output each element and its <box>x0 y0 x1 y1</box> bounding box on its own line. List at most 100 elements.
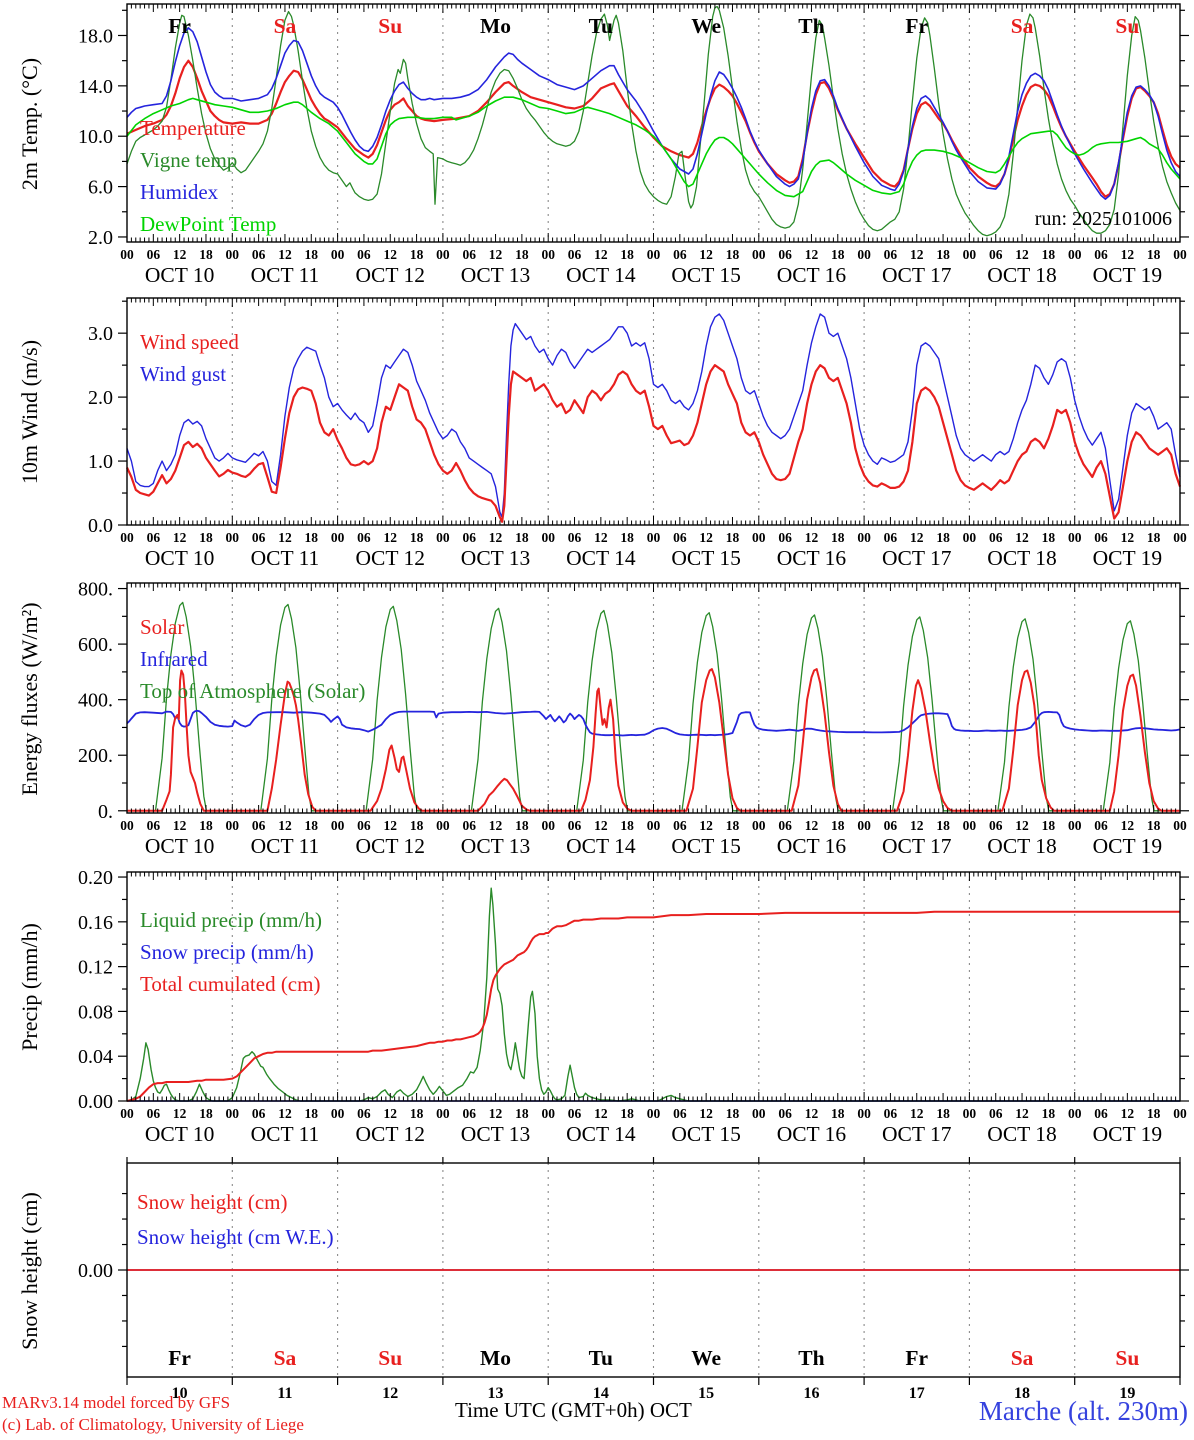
svg-text:Mo: Mo <box>480 14 511 38</box>
svg-text:Fr: Fr <box>168 1346 191 1370</box>
svg-text:06: 06 <box>147 530 161 545</box>
svg-text:200.: 200. <box>78 745 113 767</box>
svg-text:OCT 15: OCT 15 <box>671 1122 741 1146</box>
legend-snow-panel: Snow height (cm) Snow height (cm W.E.) <box>137 1185 334 1255</box>
svg-text:18: 18 <box>305 818 319 833</box>
svg-text:12: 12 <box>1121 818 1135 833</box>
svg-text:06: 06 <box>884 818 898 833</box>
svg-text:OCT 18: OCT 18 <box>987 546 1057 570</box>
svg-text:06: 06 <box>147 1106 161 1121</box>
svg-text:12: 12 <box>278 247 292 262</box>
svg-text:OCT 15: OCT 15 <box>671 263 741 287</box>
svg-text:06: 06 <box>1094 1106 1108 1121</box>
series-temperature <box>126 59 1181 198</box>
svg-text:00: 00 <box>120 247 134 262</box>
svg-text:OCT 17: OCT 17 <box>882 546 952 570</box>
svg-text:18: 18 <box>410 1106 424 1121</box>
svg-text:12: 12 <box>805 530 819 545</box>
svg-text:12: 12 <box>1121 247 1135 262</box>
svg-text:OCT 15: OCT 15 <box>671 546 741 570</box>
svg-text:06: 06 <box>673 1106 687 1121</box>
legend-snow-height-we: Snow height (cm W.E.) <box>137 1225 334 1249</box>
svg-text:00: 00 <box>331 818 345 833</box>
svg-text:OCT 14: OCT 14 <box>566 834 636 858</box>
series-dewpoint-temp <box>126 96 1181 198</box>
model-credit-line: MARv3.14 model forced by GFS <box>2 1393 231 1412</box>
svg-text:18: 18 <box>199 818 213 833</box>
svg-text:00: 00 <box>963 1106 977 1121</box>
legend-snow-height: Snow height (cm) <box>137 1190 288 1214</box>
svg-text:18: 18 <box>1147 530 1161 545</box>
svg-text:00: 00 <box>963 247 977 262</box>
svg-text:00: 00 <box>541 1106 555 1121</box>
svg-text:18: 18 <box>199 1106 213 1121</box>
svg-text:18: 18 <box>1042 247 1056 262</box>
svg-text:OCT 16: OCT 16 <box>777 546 847 570</box>
svg-text:00: 00 <box>436 247 450 262</box>
svg-text:18: 18 <box>410 247 424 262</box>
svg-text:12: 12 <box>594 530 608 545</box>
legend-solar: Solar <box>140 615 185 639</box>
svg-text:00: 00 <box>331 530 345 545</box>
svg-text:12: 12 <box>1121 1106 1135 1121</box>
svg-text:00: 00 <box>963 530 977 545</box>
svg-text:00: 00 <box>120 1106 134 1121</box>
svg-text:00: 00 <box>1173 530 1187 545</box>
svg-text:Fr: Fr <box>168 14 191 38</box>
svg-text:12: 12 <box>1015 530 1029 545</box>
svg-text:12: 12 <box>173 530 187 545</box>
svg-text:06: 06 <box>989 247 1003 262</box>
svg-text:OCT 12: OCT 12 <box>356 263 426 287</box>
svg-text:00: 00 <box>857 530 871 545</box>
svg-text:18: 18 <box>1042 818 1056 833</box>
svg-text:600.: 600. <box>78 634 113 656</box>
svg-text:00: 00 <box>541 530 555 545</box>
svg-text:Mo: Mo <box>480 1346 511 1370</box>
svg-text:Sa: Sa <box>274 1346 297 1370</box>
svg-text:18: 18 <box>199 530 213 545</box>
svg-text:00: 00 <box>1068 530 1082 545</box>
svg-text:12: 12 <box>489 530 503 545</box>
svg-text:18: 18 <box>410 530 424 545</box>
series-wind-gust <box>126 313 1181 518</box>
svg-text:12: 12 <box>699 1106 713 1121</box>
svg-text:OCT 16: OCT 16 <box>777 263 847 287</box>
legend-dewpoint-temp: DewPoint Temp <box>140 212 277 236</box>
svg-text:06: 06 <box>989 818 1003 833</box>
svg-text:18: 18 <box>620 247 634 262</box>
svg-text:00: 00 <box>1068 247 1082 262</box>
legend-wind-panel: Wind speed Wind gust <box>140 326 239 390</box>
svg-text:18: 18 <box>620 1106 634 1121</box>
legend-temperature: Temperature <box>140 116 246 140</box>
svg-text:06: 06 <box>568 247 582 262</box>
svg-text:OCT 16: OCT 16 <box>777 834 847 858</box>
svg-text:12: 12 <box>384 530 398 545</box>
svg-text:06: 06 <box>357 1106 371 1121</box>
y-axis-title-snow: Snow height (cm) <box>17 1192 42 1350</box>
svg-text:12: 12 <box>278 818 292 833</box>
svg-text:12: 12 <box>278 530 292 545</box>
svg-text:Su: Su <box>378 14 402 38</box>
svg-text:18: 18 <box>936 530 950 545</box>
svg-text:06: 06 <box>357 247 371 262</box>
svg-text:12: 12 <box>278 1106 292 1121</box>
svg-text:1.0: 1.0 <box>88 451 113 473</box>
svg-text:12: 12 <box>384 247 398 262</box>
legend-temp-panel: Temperature Vigne temp Humidex DewPoint … <box>140 112 276 240</box>
svg-text:06: 06 <box>989 530 1003 545</box>
svg-text:06: 06 <box>568 818 582 833</box>
svg-text:06: 06 <box>673 247 687 262</box>
svg-text:00: 00 <box>1173 247 1187 262</box>
svg-text:OCT 12: OCT 12 <box>356 1122 426 1146</box>
svg-text:OCT 18: OCT 18 <box>987 263 1057 287</box>
legend-humidex: Humidex <box>140 180 219 204</box>
svg-text:12: 12 <box>384 818 398 833</box>
svg-text:00: 00 <box>857 818 871 833</box>
svg-text:OCT 17: OCT 17 <box>882 263 952 287</box>
svg-text:00: 00 <box>436 530 450 545</box>
svg-text:10: 10 <box>172 1385 188 1402</box>
svg-text:06: 06 <box>357 818 371 833</box>
panel-snow: 0.00 Fr Sa Su Mo Tu We Th Fr Sa Su 10 11 12 13 14 15 16 17… <box>78 1157 1189 1402</box>
svg-text:12: 12 <box>489 1106 503 1121</box>
